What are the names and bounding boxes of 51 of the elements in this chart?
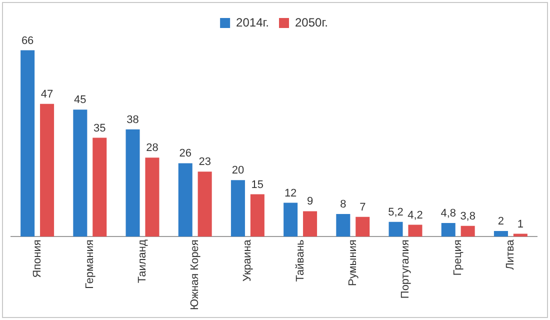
data-label: 12 bbox=[284, 187, 297, 200]
data-label: 8 bbox=[340, 198, 346, 211]
data-label: 47 bbox=[40, 88, 54, 100]
bar bbox=[145, 158, 160, 237]
data-label: 2 bbox=[498, 215, 504, 228]
x-tick-label: Греция bbox=[452, 240, 464, 276]
bar bbox=[198, 172, 212, 237]
data-label: 15 bbox=[251, 178, 264, 191]
x-tick-label: Япония bbox=[31, 240, 44, 278]
bar bbox=[356, 216, 370, 237]
data-label: 66 bbox=[21, 34, 34, 47]
x-tick-label: Германия bbox=[84, 240, 96, 289]
legend-label: 2050г. bbox=[295, 15, 328, 30]
bar bbox=[20, 50, 35, 237]
data-label: 1 bbox=[517, 218, 524, 230]
data-label: 5,2 bbox=[388, 206, 404, 218]
legend-label: 2014г. bbox=[236, 15, 270, 30]
bar bbox=[284, 202, 298, 237]
bar bbox=[303, 211, 318, 237]
x-tick-label: Таиланд bbox=[136, 239, 149, 284]
data-label: 45 bbox=[74, 94, 86, 106]
bar bbox=[250, 194, 264, 237]
data-label: 4,8 bbox=[440, 208, 456, 220]
data-label: 7 bbox=[360, 201, 366, 214]
bar bbox=[408, 224, 422, 237]
data-label: 9 bbox=[306, 196, 314, 208]
bar bbox=[494, 230, 508, 237]
data-label: 20 bbox=[232, 164, 244, 177]
data-label: 4,2 bbox=[408, 209, 423, 222]
data-label: 26 bbox=[179, 148, 192, 160]
x-tick-label: Южная Корея bbox=[189, 240, 202, 310]
bar bbox=[92, 138, 107, 237]
x-tick-label: Португалия bbox=[400, 240, 412, 299]
bar bbox=[336, 214, 350, 237]
bar bbox=[73, 110, 88, 237]
bar bbox=[178, 163, 192, 237]
data-label: 23 bbox=[198, 156, 211, 168]
bar bbox=[40, 104, 54, 237]
data-label: 35 bbox=[94, 122, 106, 134]
x-tick-label: Румыния bbox=[346, 240, 359, 286]
bar bbox=[441, 223, 456, 237]
x-tick-label: Тайвань bbox=[294, 239, 306, 282]
bar bbox=[230, 180, 245, 237]
x-tick-label: Украина bbox=[242, 238, 254, 282]
data-label: 28 bbox=[146, 142, 158, 154]
bar bbox=[126, 129, 140, 237]
bar bbox=[388, 222, 403, 237]
x-tick-label: Литва bbox=[504, 238, 517, 270]
data-label: 3,8 bbox=[460, 210, 476, 222]
data-label: 38 bbox=[126, 114, 139, 126]
bar bbox=[460, 226, 475, 237]
